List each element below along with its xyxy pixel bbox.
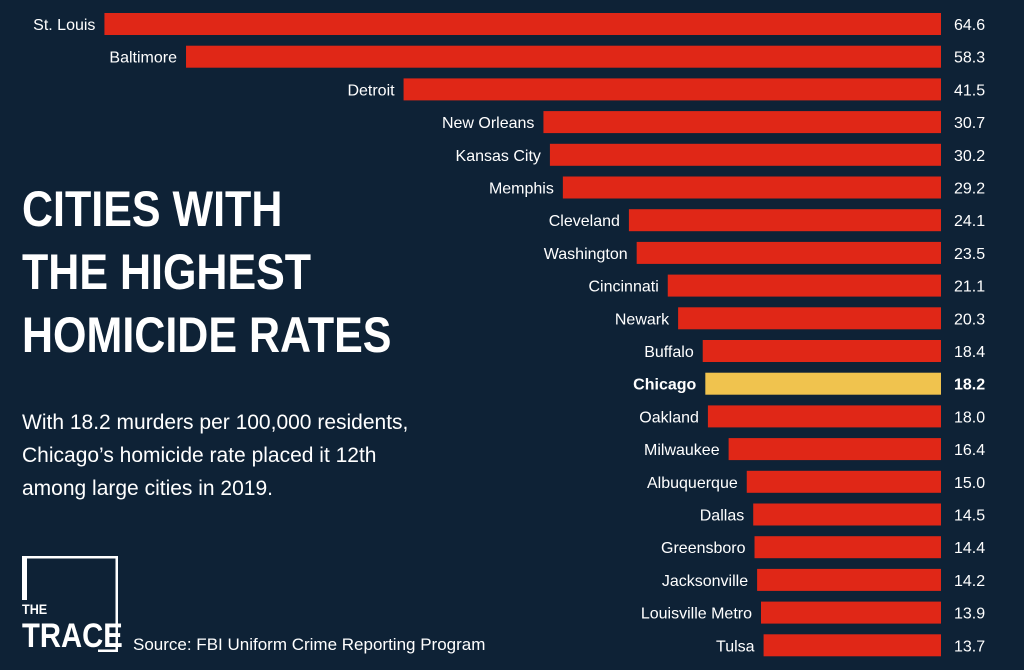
subtitle-line-3: among large cities in 2019. — [22, 477, 273, 500]
subtitle-line-1: With 18.2 murders per 100,000 residents, — [22, 411, 409, 434]
bar-chicago — [705, 372, 941, 395]
value-label: 30.2 — [954, 148, 985, 165]
category-label: Kansas City — [456, 148, 541, 165]
subtitle-line-2: Chicago’s homicide rate placed it 12th — [22, 444, 377, 467]
bar-albuquerque — [746, 470, 941, 493]
value-label: 41.5 — [954, 82, 985, 99]
title-line-2: THE HIGHEST — [22, 244, 312, 300]
value-label: 23.5 — [954, 246, 985, 263]
category-label: New Orleans — [442, 115, 534, 132]
category-label: Greensboro — [661, 540, 746, 557]
bar-st-louis — [104, 13, 942, 35]
category-label: Cleveland — [549, 213, 620, 230]
bar-oakland — [707, 405, 941, 428]
category-label: Milwaukee — [644, 442, 720, 459]
category-label: Buffalo — [644, 344, 694, 361]
category-label: Tulsa — [716, 638, 755, 655]
bar-memphis — [562, 176, 941, 199]
title-line-3: HOMICIDE RATES — [22, 307, 392, 363]
source-note: Source: FBI Uniform Crime Reporting Prog… — [133, 635, 486, 654]
value-label: 24.1 — [954, 213, 985, 230]
chart-title: CITIES WITH THE HIGHEST HOMICIDE RATES — [22, 178, 391, 367]
value-label: 18.4 — [954, 344, 985, 361]
the-trace-logo-frame — [22, 556, 118, 652]
bar-detroit — [403, 78, 941, 101]
category-label: Cincinnati — [588, 279, 658, 296]
value-label: 15.0 — [954, 475, 985, 492]
bar-buffalo — [702, 340, 941, 362]
value-label: 58.3 — [954, 50, 985, 67]
bar-milwaukee — [728, 438, 941, 461]
category-label: Jacksonville — [662, 573, 748, 590]
bar-cleveland — [628, 209, 941, 232]
value-label: 16.4 — [954, 442, 985, 459]
logo-text-trace: TRACE — [22, 617, 123, 655]
bar-cincinnati — [667, 274, 941, 297]
category-label: Oakland — [639, 409, 699, 426]
value-label: 29.2 — [954, 181, 985, 198]
bar-new-orleans — [543, 111, 941, 134]
value-label: 18.2 — [954, 377, 985, 394]
value-label: 18.0 — [954, 409, 985, 426]
value-label: 13.9 — [954, 606, 985, 623]
category-label: Albuquerque — [647, 475, 738, 492]
value-label: 20.3 — [954, 311, 985, 328]
bar-kansas-city — [549, 143, 941, 166]
value-label: 14.2 — [954, 573, 985, 590]
category-label: Baltimore — [109, 50, 177, 67]
value-label: 14.5 — [954, 508, 985, 525]
category-label: Memphis — [489, 181, 554, 198]
category-label: Washington — [544, 246, 628, 263]
value-label: 13.7 — [954, 638, 985, 655]
category-label: Detroit — [347, 82, 395, 99]
bar-washington — [636, 241, 941, 264]
value-label: 21.1 — [954, 279, 985, 296]
chart-subtitle: With 18.2 murders per 100,000 residents,… — [22, 406, 492, 505]
bar-louisville-metro — [760, 601, 941, 624]
bar-dallas — [753, 503, 941, 526]
value-label: 64.6 — [954, 17, 985, 34]
value-label: 14.4 — [954, 540, 985, 557]
bar-tulsa — [763, 634, 941, 657]
logo-text-the: THE — [22, 601, 48, 617]
bar-jacksonville — [757, 568, 941, 591]
category-label: Newark — [615, 311, 670, 328]
category-label: Louisville Metro — [641, 606, 752, 623]
category-label: Dallas — [700, 508, 744, 525]
bar-baltimore — [186, 45, 941, 68]
bar-newark — [678, 307, 941, 330]
bar-greensboro — [754, 536, 941, 559]
title-line-1: CITIES WITH — [22, 181, 283, 237]
value-label: 30.7 — [954, 115, 985, 132]
category-label: Chicago — [633, 377, 696, 394]
category-label: St. Louis — [33, 17, 95, 34]
